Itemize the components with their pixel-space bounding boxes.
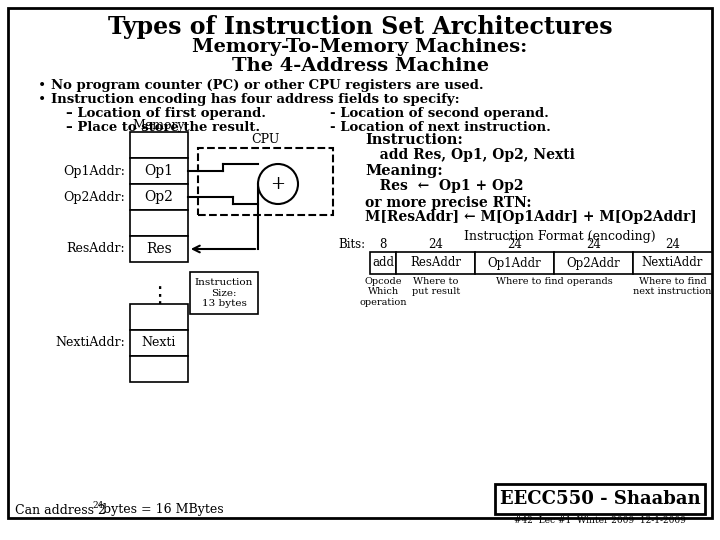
Text: Opcode
Which
operation: Opcode Which operation bbox=[359, 277, 407, 307]
Bar bbox=[370, 252, 396, 274]
Text: Instruction encoding has four address fields to specify:: Instruction encoding has four address fi… bbox=[51, 93, 459, 106]
Text: Res: Res bbox=[146, 242, 172, 256]
Text: - Location of next instruction.: - Location of next instruction. bbox=[330, 121, 551, 134]
Text: Types of Instruction Set Architectures: Types of Instruction Set Architectures bbox=[108, 15, 612, 39]
Text: – Place to store the result.: – Place to store the result. bbox=[66, 121, 260, 134]
Text: Bits:: Bits: bbox=[338, 238, 365, 251]
Text: ResAddr: ResAddr bbox=[410, 256, 462, 269]
Text: Memory: Memory bbox=[132, 119, 185, 132]
Text: Meaning:: Meaning: bbox=[365, 164, 443, 178]
Text: 24: 24 bbox=[665, 238, 680, 251]
Text: Where to
put result: Where to put result bbox=[412, 277, 460, 296]
Text: add Res, Op1, Op2, Nexti: add Res, Op1, Op2, Nexti bbox=[365, 148, 575, 162]
Text: Memory-To-Memory Machines:: Memory-To-Memory Machines: bbox=[192, 38, 528, 56]
Bar bbox=[198, 148, 333, 215]
Text: - Location of second operand.: - Location of second operand. bbox=[330, 107, 549, 120]
Text: Instruction:: Instruction: bbox=[365, 133, 463, 147]
Text: Where to find
next instruction: Where to find next instruction bbox=[634, 277, 712, 296]
Bar bbox=[190, 272, 258, 314]
Text: bytes = 16 MBytes: bytes = 16 MBytes bbox=[99, 503, 224, 516]
Text: Instruction Format (encoding): Instruction Format (encoding) bbox=[464, 230, 656, 243]
Text: •: • bbox=[38, 93, 46, 107]
Text: 24: 24 bbox=[92, 502, 104, 510]
Text: or more precise RTN:: or more precise RTN: bbox=[365, 196, 531, 210]
Bar bbox=[475, 252, 554, 274]
Text: Op1Addr:: Op1Addr: bbox=[63, 165, 125, 178]
Bar bbox=[130, 132, 188, 158]
Text: ResAddr:: ResAddr: bbox=[66, 242, 125, 255]
Text: Op2Addr: Op2Addr bbox=[567, 256, 621, 269]
Text: Nexti: Nexti bbox=[142, 336, 176, 349]
Bar bbox=[633, 252, 712, 274]
Bar bbox=[130, 210, 188, 236]
Text: NextiAddr: NextiAddr bbox=[642, 256, 703, 269]
Text: add: add bbox=[372, 256, 394, 269]
Text: NextiAddr:: NextiAddr: bbox=[55, 336, 125, 349]
Text: Op2Addr:: Op2Addr: bbox=[63, 191, 125, 204]
Text: ⋮: ⋮ bbox=[148, 286, 170, 306]
Text: Op1: Op1 bbox=[145, 164, 174, 178]
Text: Where to find operands: Where to find operands bbox=[496, 277, 613, 286]
Bar bbox=[130, 158, 188, 184]
Text: Op2: Op2 bbox=[145, 190, 174, 204]
Text: Res  ←  Op1 + Op2: Res ← Op1 + Op2 bbox=[365, 179, 523, 193]
Text: 24: 24 bbox=[428, 238, 444, 251]
Text: The 4-Address Machine: The 4-Address Machine bbox=[232, 57, 488, 75]
Bar bbox=[130, 303, 188, 329]
Text: 24: 24 bbox=[586, 238, 601, 251]
Bar bbox=[130, 356, 188, 382]
Text: •: • bbox=[38, 79, 46, 93]
Text: EECC550 - Shaaban: EECC550 - Shaaban bbox=[500, 490, 701, 508]
Bar bbox=[130, 236, 188, 262]
Text: Instruction
Size:
13 bytes: Instruction Size: 13 bytes bbox=[195, 278, 253, 308]
Text: No program counter (PC) or other CPU registers are used.: No program counter (PC) or other CPU reg… bbox=[51, 79, 484, 92]
Bar bbox=[554, 252, 633, 274]
Bar bbox=[130, 329, 188, 356]
Bar bbox=[495, 484, 705, 514]
Text: M[ResAddr] ← M[Op1Addr] + M[Op2Addr]: M[ResAddr] ← M[Op1Addr] + M[Op2Addr] bbox=[365, 210, 697, 224]
Text: Can address 2: Can address 2 bbox=[15, 503, 106, 516]
Bar bbox=[130, 184, 188, 210]
Text: 8: 8 bbox=[379, 238, 387, 251]
Text: – Location of first operand.: – Location of first operand. bbox=[66, 107, 266, 120]
Text: 24: 24 bbox=[508, 238, 522, 251]
Bar bbox=[396, 252, 475, 274]
Text: +: + bbox=[271, 175, 286, 193]
Text: Op1Addr: Op1Addr bbox=[488, 256, 541, 269]
Text: #42  Lec #1  Winter 2009  12-1-2009: #42 Lec #1 Winter 2009 12-1-2009 bbox=[514, 516, 686, 525]
Text: CPU: CPU bbox=[251, 133, 279, 146]
